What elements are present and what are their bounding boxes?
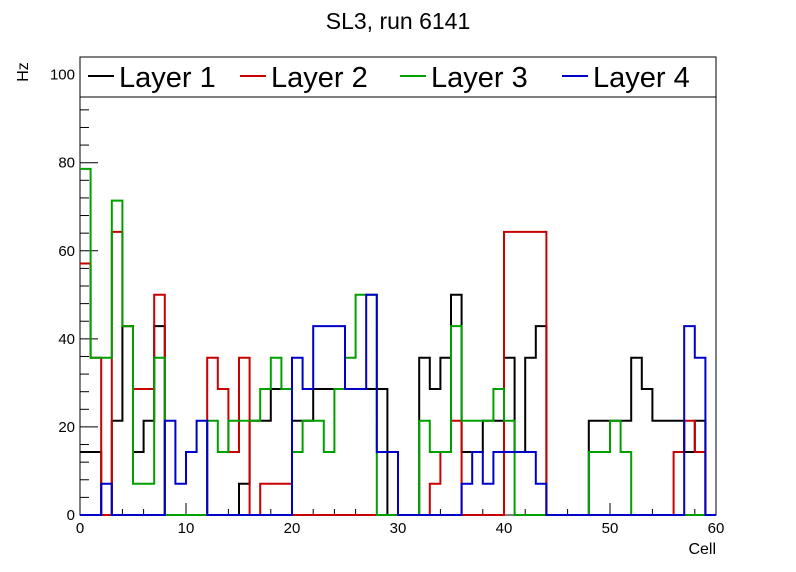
series-line-layer-4	[80, 293, 716, 516]
y-tick-label: 20	[58, 419, 75, 436]
y-tick-label: 40	[58, 331, 75, 348]
x-tick-label: 30	[390, 520, 407, 537]
x-tick-label: 40	[496, 520, 513, 537]
y-tick-label: 100	[50, 67, 75, 84]
legend-label-layer-4: Layer 4	[593, 62, 690, 94]
legend-box	[79, 56, 717, 98]
legend: Layer 1 Layer 2 Layer 3 Layer 4	[79, 56, 717, 98]
x-tick-label: 0	[76, 520, 84, 537]
legend-label-layer-2: Layer 2	[271, 62, 368, 94]
x-tick-label: 10	[178, 520, 195, 537]
x-tick-label: 50	[602, 520, 619, 537]
series-layer	[80, 167, 716, 516]
y-axis-label: Hz	[15, 62, 32, 82]
chart-title: SL3, run 6141	[326, 8, 471, 34]
x-tick-label: 60	[708, 520, 725, 537]
x-tick-label: 20	[284, 520, 301, 537]
y-tick-label: 60	[58, 243, 75, 260]
y-tick-label: 80	[58, 155, 75, 172]
legend-label-layer-3: Layer 3	[431, 62, 528, 94]
legend-label-layer-1: Layer 1	[119, 62, 216, 94]
x-axis-label: Cell	[688, 541, 716, 558]
y-tick-label: 0	[67, 507, 75, 524]
